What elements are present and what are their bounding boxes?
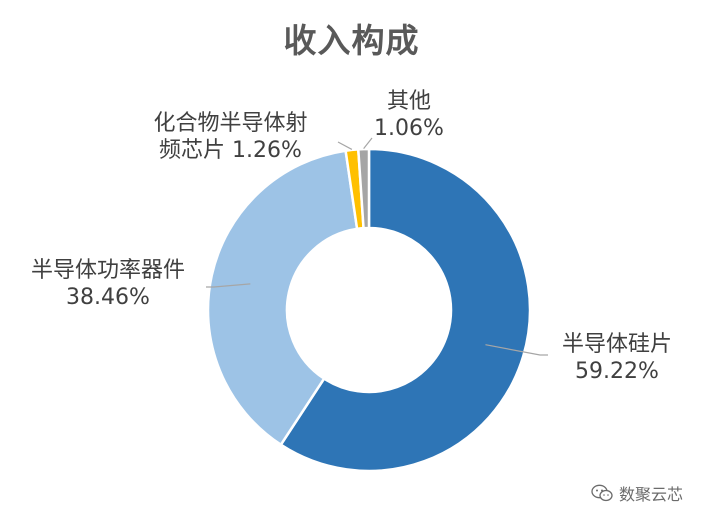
leader-line-silicon (485, 344, 548, 356)
slice-label-other: 其他 1.06% (366, 88, 452, 142)
leader-line-other (363, 137, 373, 149)
slice-label-value: 38.46% (66, 285, 150, 310)
donut-slice-power (206, 149, 359, 447)
slice-label-silicon: 半导体硅片 59.22% (547, 331, 687, 385)
watermark-text: 数聚云芯 (618, 485, 683, 504)
slice-label-category: 化合物半导体射 (153, 111, 308, 136)
slice-label-category: 半导体功率器件 (30, 258, 185, 283)
slice-label-compound: 化合物半导体射 频芯片 1.26% (118, 110, 343, 164)
wechat-icon (591, 484, 613, 502)
leader-line-compound (337, 141, 353, 150)
slice-label-value: 1.06% (374, 116, 444, 141)
watermark: 数聚云芯 (591, 481, 683, 505)
donut-slice-other (356, 147, 371, 230)
slice-label-category: 其他 (386, 89, 431, 114)
slice-label-category: 半导体硅片 (561, 332, 672, 357)
slice-label-value: 59.22% (575, 359, 659, 384)
slice-label-value: 频芯片 1.26% (159, 138, 302, 163)
slice-label-power: 半导体功率器件 38.46% (8, 257, 208, 311)
chart-title: 收入构成 (283, 21, 420, 60)
leader-line-power (206, 283, 251, 288)
donut-slice-silicon (279, 147, 532, 473)
